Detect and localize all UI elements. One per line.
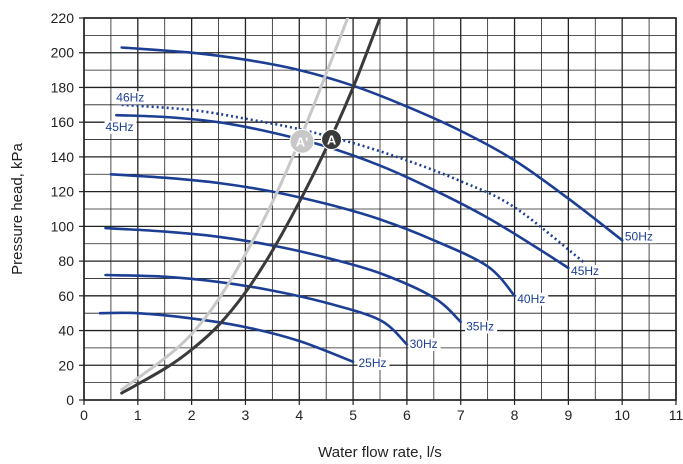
series-label-bg [408, 337, 441, 351]
series-label: 45Hz [106, 120, 134, 134]
operating-point-marker [321, 129, 343, 151]
x-tick-label: 1 [134, 407, 142, 423]
x-tick-label: 11 [669, 407, 683, 423]
y-tick-label: 200 [51, 45, 75, 61]
pump-curve-40hz [109, 173, 516, 298]
x-tick-label: 0 [80, 407, 88, 423]
series-label: 40Hz [517, 292, 545, 306]
series-label-bg [115, 91, 148, 105]
x-tick-label: 3 [242, 407, 250, 423]
x-tick-label: 6 [403, 407, 411, 423]
series-label-bg [357, 357, 390, 371]
x-tick-label: 8 [511, 407, 519, 423]
series-label: 25Hz [358, 356, 386, 370]
y-tick-label: 220 [51, 10, 75, 26]
grid [79, 17, 677, 405]
y-tick-labels: 0 20 40 60 80 100 120 140 160 180 200 220 [51, 10, 75, 408]
pump-curve-35hz [104, 226, 462, 324]
pump-curve-45hz [115, 113, 570, 270]
system-curve-a-prime [120, 18, 350, 392]
series-label: 35Hz [466, 320, 494, 334]
series-label-bg [104, 120, 137, 134]
operating-point-label: A [327, 133, 337, 148]
x-tick-label: 2 [188, 407, 196, 423]
x-tick-labels: 0 1 2 3 4 5 6 7 8 9 10 11 [80, 407, 683, 423]
y-tick-label: 180 [51, 79, 75, 95]
y-tick-label: 20 [58, 357, 74, 373]
series-label: 45Hz [571, 264, 599, 278]
y-axis-title: Pressure head, kPa [9, 142, 26, 274]
x-tick-label: 4 [295, 407, 303, 423]
y-tick-label: 120 [51, 184, 75, 200]
y-tick-label: 0 [66, 392, 74, 408]
y-tick-label: 160 [51, 114, 75, 130]
series-label: 30Hz [410, 337, 438, 351]
series-label-bg [570, 264, 603, 278]
operating-point-marker [289, 128, 315, 154]
operating-points: A A' [289, 128, 343, 154]
series-label-bg [516, 292, 549, 306]
series-label-bg [465, 320, 498, 334]
pump-curve-30hz [104, 273, 409, 346]
y-tick-label: 60 [58, 288, 74, 304]
series-label: 46Hz [116, 90, 144, 104]
y-tick-label: 100 [51, 218, 75, 234]
y-tick-label: 140 [51, 149, 75, 165]
pump-curve-50hz [120, 46, 624, 242]
x-tick-label: 10 [614, 407, 630, 423]
system-curve-a [120, 18, 382, 395]
x-axis-title: Water flow rate, l/s [318, 444, 442, 461]
x-tick-label: 5 [349, 407, 357, 423]
series-group [98, 18, 624, 395]
x-tick-label: 9 [564, 407, 572, 423]
series-labels: 50Hz 46Hz 45Hz 45Hz 40Hz 35Hz 30Hz 25Hz [104, 90, 656, 371]
pump-curve-25hz [98, 311, 355, 364]
series-label: 50Hz [625, 229, 653, 243]
y-tick-label: 40 [58, 323, 74, 339]
operating-point-label: A' [296, 134, 308, 149]
pump-curve-46hz [121, 103, 586, 264]
series-label-bg [623, 230, 656, 244]
y-tick-label: 80 [58, 253, 74, 269]
x-tick-label: 7 [457, 407, 465, 423]
